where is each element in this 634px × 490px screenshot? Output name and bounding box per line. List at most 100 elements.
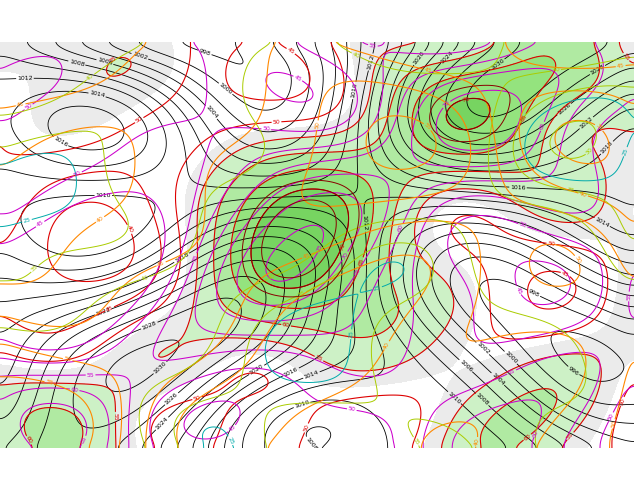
Text: 50: 50 <box>302 423 310 433</box>
Text: 70: 70 <box>341 251 349 260</box>
Text: 25: 25 <box>348 330 354 338</box>
Text: 50: 50 <box>518 221 527 229</box>
Text: 40: 40 <box>126 224 134 234</box>
Text: 40: 40 <box>96 215 105 223</box>
Text: 70: 70 <box>339 242 346 251</box>
Text: 1018: 1018 <box>174 251 190 264</box>
Text: 1002: 1002 <box>476 342 490 356</box>
Text: 1008: 1008 <box>68 59 85 67</box>
Text: 1004: 1004 <box>204 105 218 120</box>
Text: 1024: 1024 <box>155 416 169 431</box>
Text: 55: 55 <box>368 43 377 49</box>
Text: 1016: 1016 <box>53 136 68 148</box>
Text: 35: 35 <box>595 123 604 132</box>
Text: 40: 40 <box>86 73 95 82</box>
Text: 40: 40 <box>351 51 361 59</box>
Text: 55: 55 <box>108 56 117 64</box>
Text: 50: 50 <box>24 102 33 111</box>
Text: 55: 55 <box>314 355 323 363</box>
Text: Mo 03-06-2024 00:00 UTC (00+240): Mo 03-06-2024 00:00 UTC (00+240) <box>352 462 629 477</box>
Text: 45: 45 <box>286 47 295 55</box>
Text: 50: 50 <box>63 356 72 363</box>
Text: 55: 55 <box>87 372 94 377</box>
Text: 25: 25 <box>373 285 382 292</box>
Text: 55: 55 <box>45 380 54 387</box>
Text: 45: 45 <box>616 63 625 69</box>
Text: 65: 65 <box>539 122 547 131</box>
Text: 55: 55 <box>423 122 432 131</box>
Text: 55: 55 <box>191 253 199 262</box>
Text: 45: 45 <box>157 260 165 268</box>
Text: 25: 25 <box>622 147 629 156</box>
Text: 45: 45 <box>424 67 432 74</box>
Text: 998: 998 <box>198 48 211 57</box>
Text: 45: 45 <box>16 101 25 108</box>
Text: 65: 65 <box>80 436 88 445</box>
Text: 55: 55 <box>622 52 630 62</box>
Text: 55: 55 <box>113 413 118 420</box>
Text: 45: 45 <box>302 252 311 260</box>
Text: 50: 50 <box>547 241 555 247</box>
Text: 1010: 1010 <box>96 193 111 198</box>
Text: 50: 50 <box>262 126 270 132</box>
Text: 60: 60 <box>398 223 405 233</box>
Text: 996: 996 <box>567 366 580 376</box>
Text: 1022: 1022 <box>95 307 112 317</box>
Text: 1004: 1004 <box>491 372 505 386</box>
Text: 55: 55 <box>566 432 575 441</box>
Text: 50: 50 <box>618 397 626 406</box>
Text: 1030: 1030 <box>153 361 167 375</box>
Text: 45: 45 <box>228 424 236 433</box>
Text: 25: 25 <box>23 217 32 224</box>
Text: 65: 65 <box>358 257 365 266</box>
Text: 1028: 1028 <box>590 64 605 76</box>
Text: 50: 50 <box>573 255 581 265</box>
Text: 65: 65 <box>520 114 527 122</box>
Text: 50: 50 <box>193 395 202 402</box>
Text: 1000: 1000 <box>218 82 233 96</box>
Text: 60: 60 <box>522 433 532 441</box>
Text: 1014: 1014 <box>303 370 320 380</box>
Text: 40: 40 <box>382 341 391 350</box>
Text: 1012: 1012 <box>366 54 375 70</box>
Text: 1014: 1014 <box>594 216 611 228</box>
Text: 70: 70 <box>461 96 470 102</box>
Text: 1012: 1012 <box>362 215 368 231</box>
Text: 40: 40 <box>474 438 480 446</box>
Text: 1006: 1006 <box>97 58 113 67</box>
Text: 1016: 1016 <box>283 366 299 378</box>
Text: 65: 65 <box>353 268 361 277</box>
Text: 40: 40 <box>267 273 276 281</box>
Text: 25: 25 <box>226 436 235 445</box>
Text: 1014: 1014 <box>89 91 105 99</box>
Text: 45: 45 <box>294 74 302 82</box>
Text: 1026: 1026 <box>557 102 572 116</box>
Text: 75: 75 <box>316 243 324 252</box>
Text: 1000: 1000 <box>503 350 518 365</box>
Text: 50: 50 <box>347 407 356 413</box>
Text: 50: 50 <box>273 120 280 125</box>
Text: 55: 55 <box>507 368 516 376</box>
Text: 50: 50 <box>611 419 618 428</box>
Text: 1028: 1028 <box>141 320 157 331</box>
Text: 40: 40 <box>140 274 149 282</box>
Text: 998: 998 <box>527 289 540 298</box>
Text: 60: 60 <box>532 429 540 438</box>
Text: 1020: 1020 <box>249 364 264 376</box>
Text: 60: 60 <box>25 436 33 445</box>
Text: Theta-e 700hPa [hPa] ECMWF: Theta-e 700hPa [hPa] ECMWF <box>5 462 232 477</box>
Text: 60: 60 <box>281 322 290 328</box>
Text: 35: 35 <box>30 264 39 273</box>
Text: 35: 35 <box>566 187 575 194</box>
Text: 55: 55 <box>626 293 631 300</box>
Text: 35: 35 <box>297 290 306 297</box>
Text: 1008: 1008 <box>305 436 318 451</box>
Text: 40: 40 <box>552 67 560 74</box>
Text: 35: 35 <box>412 437 420 446</box>
Text: 40: 40 <box>579 191 588 198</box>
Text: 45: 45 <box>36 220 45 228</box>
Text: 45: 45 <box>105 305 114 313</box>
Text: 1016: 1016 <box>510 185 526 190</box>
Text: 1012: 1012 <box>17 75 33 81</box>
Text: 1022: 1022 <box>579 116 594 130</box>
